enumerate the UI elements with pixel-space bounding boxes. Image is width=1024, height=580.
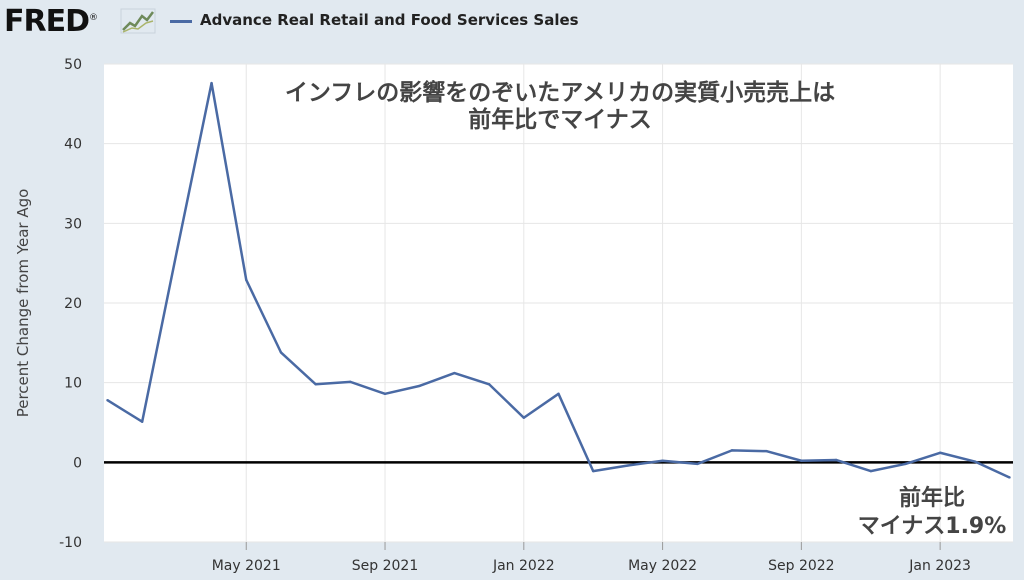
y-axis-ticks: -10 0 10 20 30 40 50 <box>59 57 82 551</box>
x-tick-label: May 2021 <box>212 558 281 574</box>
registered-mark: ® <box>89 13 98 23</box>
y-axis-label: Percent Change from Year Ago <box>14 189 32 418</box>
x-tick-label: Sep 2021 <box>352 558 418 574</box>
gridlines <box>104 63 1013 543</box>
data-point <box>591 469 595 473</box>
y-tick-label: -10 <box>59 535 82 551</box>
data-point <box>869 469 872 473</box>
data-point <box>730 449 734 452</box>
legend-series-swatch <box>170 20 192 23</box>
y-tick-label: 10 <box>64 376 82 392</box>
data-point <box>245 278 248 282</box>
data-point <box>938 451 942 454</box>
header: FRED® Advance Real Retail and Food Servi… <box>0 0 1024 44</box>
data-point <box>696 462 699 466</box>
x-tick-label: Sep 2022 <box>768 558 834 574</box>
annotation-title-line2: 前年比でマイナス <box>468 106 652 133</box>
trend-line-chart-icon <box>120 8 156 34</box>
data-point <box>175 250 179 253</box>
data-point <box>800 459 803 462</box>
data-point <box>106 398 109 402</box>
y-tick-label: 30 <box>64 216 82 232</box>
data-point <box>418 384 421 388</box>
data-point <box>904 462 907 466</box>
legend-series-label[interactable]: Advance Real Retail and Food Services Sa… <box>200 11 579 29</box>
data-point <box>557 392 560 396</box>
y-tick-label: 0 <box>73 455 82 471</box>
x-tick-label: May 2022 <box>628 558 697 574</box>
series-points <box>106 81 1011 479</box>
data-point <box>349 380 352 384</box>
annotation-title-line1: インフレの影響をのぞいたアメリカの実質小売売上は <box>285 79 835 106</box>
x-axis-ticks: May 2021 Sep 2021 Jan 2022 May 2022 Sep 2022… <box>212 542 971 574</box>
data-point <box>210 81 213 85</box>
data-point <box>973 460 977 463</box>
data-point <box>453 371 456 375</box>
annotation-corner-line1: 前年比 <box>899 485 965 511</box>
fred-logo[interactable]: FRED® <box>4 4 98 39</box>
data-point <box>626 464 630 467</box>
data-point <box>522 416 526 419</box>
fred-logo-text: FRED <box>4 4 90 39</box>
annotation-corner-line2: マイナス1.9% <box>858 514 1007 539</box>
data-point <box>487 383 491 386</box>
data-point <box>279 351 283 354</box>
data-point <box>834 458 838 462</box>
data-point <box>661 459 664 462</box>
x-tick-label: Jan 2022 <box>492 558 555 574</box>
data-point <box>1008 476 1011 479</box>
data-point <box>314 383 317 386</box>
x-tick-label: Jan 2023 <box>908 558 971 574</box>
y-tick-label: 40 <box>64 137 82 153</box>
data-point <box>765 449 768 453</box>
y-tick-label: 20 <box>64 296 82 312</box>
data-point <box>383 392 387 396</box>
y-tick-label: 50 <box>64 57 82 73</box>
data-point <box>140 420 144 423</box>
